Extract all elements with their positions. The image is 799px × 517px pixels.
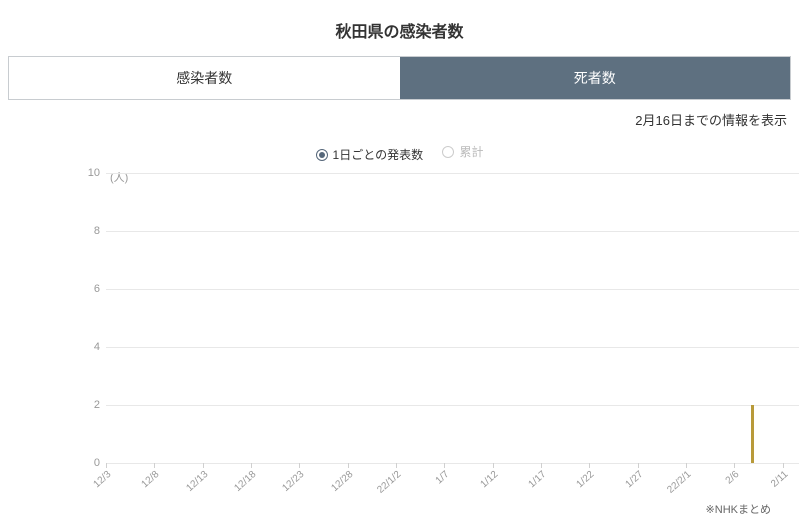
x-tick (444, 463, 445, 468)
x-tick (154, 463, 155, 468)
info-text: 2月16日までの情報を表示 (0, 106, 799, 137)
x-tick (348, 463, 349, 468)
x-tick-label: 12/13 (184, 469, 210, 494)
x-tick-label: 2/6 (724, 469, 742, 486)
tab-deaths[interactable]: 死者数 (400, 57, 791, 99)
radio-cumulative-label: 累計 (459, 143, 483, 160)
x-tick-label: 1/17 (527, 469, 549, 490)
y-tick-label: 2 (80, 399, 100, 411)
page-title: 秋田県の感染者数 (0, 0, 799, 56)
x-tick-label: 1/12 (478, 469, 500, 490)
radio-dot-icon (316, 149, 328, 161)
x-tick-label: 12/23 (281, 469, 307, 494)
y-tick-label: 8 (80, 225, 100, 237)
x-tick-label: 12/8 (140, 469, 162, 490)
grid-line (106, 231, 799, 232)
y-tick-label: 0 (80, 457, 100, 469)
x-tick (541, 463, 542, 468)
grid-line (106, 347, 799, 348)
bar-chart: 024681012/312/812/1312/1812/2312/2822/1/… (106, 173, 799, 463)
x-tick-label: 22/2/1 (665, 469, 693, 496)
x-tick-label: 12/28 (329, 469, 355, 494)
radio-dot-icon (442, 146, 454, 158)
x-tick-label: 22/1/2 (375, 469, 403, 496)
tab-bar: 感染者数 死者数 (8, 56, 791, 100)
grid-line (106, 405, 799, 406)
radio-cumulative[interactable]: 累計 (442, 143, 483, 160)
y-tick-label: 4 (80, 341, 100, 353)
radio-daily-label: 1日ごとの発表数 (333, 146, 424, 163)
x-tick-label: 12/3 (92, 469, 114, 490)
x-tick (686, 463, 687, 468)
y-tick-label: 10 (80, 167, 100, 179)
x-tick (203, 463, 204, 468)
tab-infected[interactable]: 感染者数 (9, 57, 400, 99)
x-tick (783, 463, 784, 468)
radio-group: 1日ごとの発表数 累計 (0, 137, 799, 173)
x-tick-label: 1/22 (575, 469, 597, 490)
x-tick (299, 463, 300, 468)
x-tick-label: 12/18 (232, 469, 258, 494)
x-tick (251, 463, 252, 468)
x-tick-label: 2/11 (769, 469, 790, 490)
grid-line (106, 173, 799, 174)
grid-line (106, 289, 799, 290)
bar (751, 405, 754, 463)
x-tick (638, 463, 639, 468)
x-tick (589, 463, 590, 468)
grid-line (106, 463, 799, 464)
x-tick (734, 463, 735, 468)
radio-daily[interactable]: 1日ごとの発表数 (316, 146, 424, 163)
x-tick (106, 463, 107, 468)
y-tick-label: 6 (80, 283, 100, 295)
x-tick (493, 463, 494, 468)
chart-container: (人) 024681012/312/812/1312/1812/2312/282… (46, 173, 771, 463)
x-tick (396, 463, 397, 468)
x-tick-label: 1/7 (434, 469, 452, 486)
x-tick-label: 1/27 (623, 469, 645, 490)
